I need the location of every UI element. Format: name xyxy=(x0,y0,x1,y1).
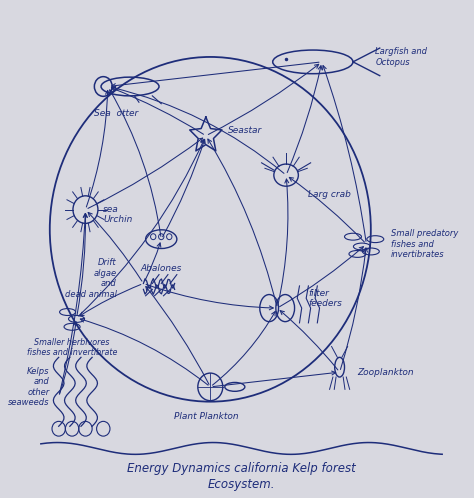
Text: Ecosystem.: Ecosystem. xyxy=(208,478,275,491)
Text: Kelps
and
other
seaweeds: Kelps and other seaweeds xyxy=(8,367,50,407)
Text: Seastar: Seastar xyxy=(228,126,263,135)
Text: Energy Dynamics california Kelp forest: Energy Dynamics california Kelp forest xyxy=(127,462,356,475)
Text: filter
feeders: filter feeders xyxy=(309,288,342,308)
Text: Sea  otter: Sea otter xyxy=(94,109,138,118)
Text: Zooplankton: Zooplankton xyxy=(357,368,414,376)
Text: Small predatory
fishes and
invertibrates: Small predatory fishes and invertibrates xyxy=(391,229,458,259)
Text: Larg crab: Larg crab xyxy=(309,190,351,199)
Text: Abalones: Abalones xyxy=(141,264,182,273)
Text: Smaller herbivores
fishes and invertibrate: Smaller herbivores fishes and invertibra… xyxy=(27,338,117,357)
Text: sea
Urchin: sea Urchin xyxy=(103,205,133,224)
Text: Plant Plankton: Plant Plankton xyxy=(173,412,238,421)
Text: Drift
algae
and
dead animal: Drift algae and dead animal xyxy=(64,258,117,299)
Text: Largfish and
Octopus: Largfish and Octopus xyxy=(375,47,427,67)
